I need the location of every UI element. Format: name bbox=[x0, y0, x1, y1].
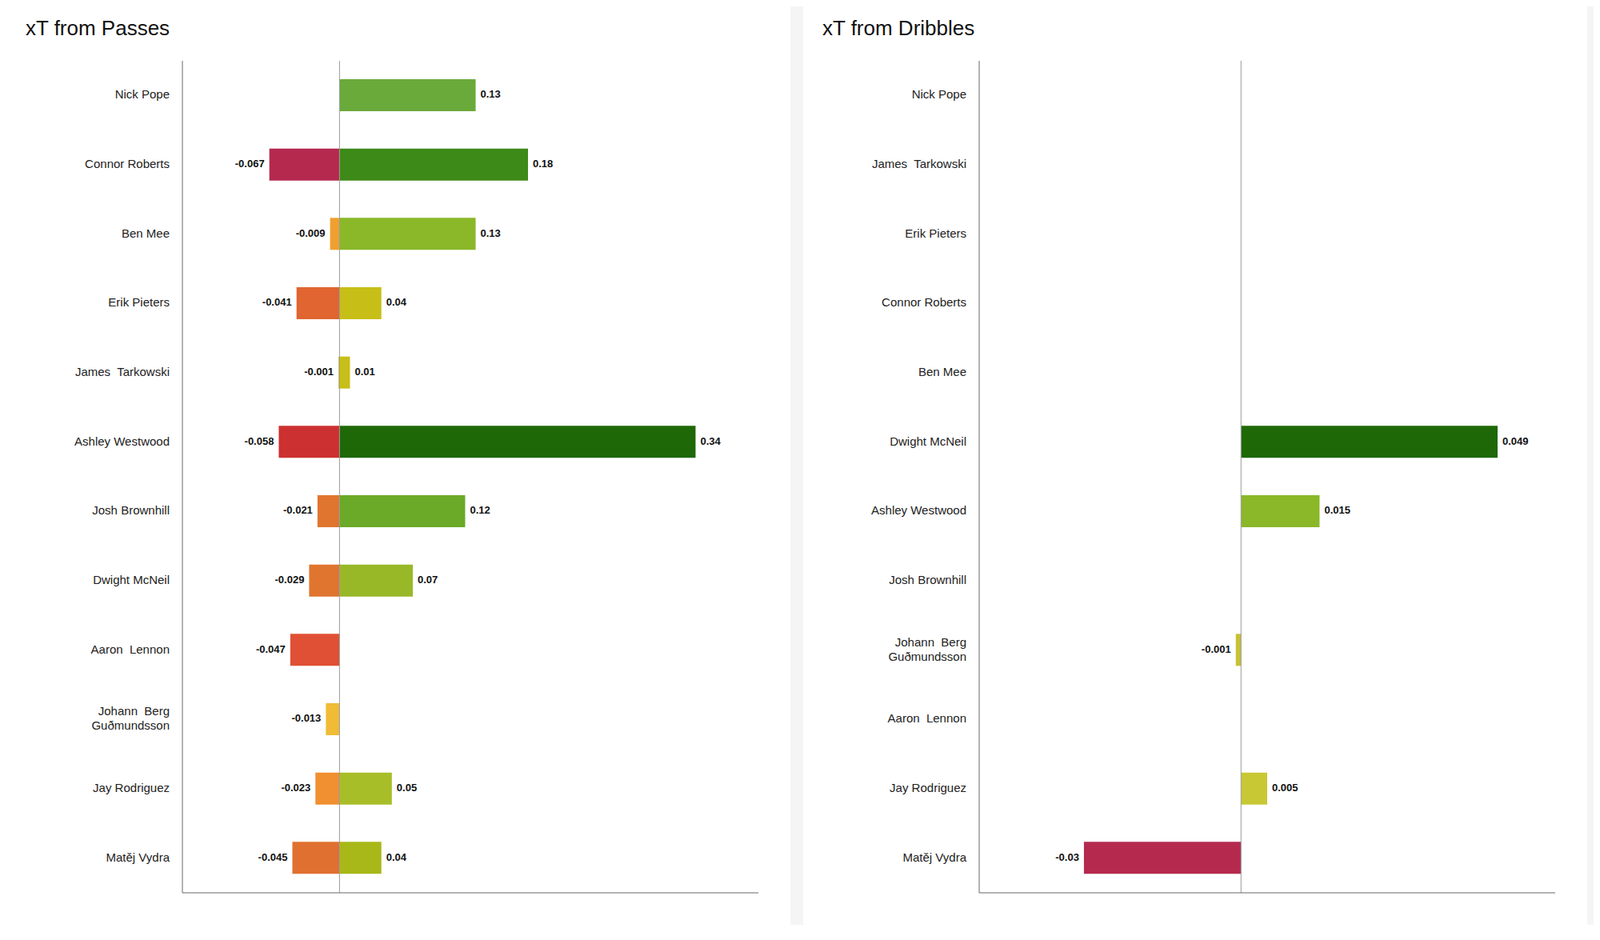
svg-text:Dwight McNeil: Dwight McNeil bbox=[889, 434, 967, 448]
svg-text:Dwight McNeil: Dwight McNeil bbox=[92, 572, 170, 587]
svg-text:Josh Brownhill: Josh Brownhill bbox=[888, 572, 967, 587]
svg-text:Jay Rodriguez: Jay Rodriguez bbox=[92, 780, 170, 795]
svg-text:-0.058: -0.058 bbox=[244, 435, 275, 448]
html-text:xT from Passes: xT from Passes bbox=[25, 16, 170, 40]
svg-text:Nick Pope: Nick Pope bbox=[912, 87, 967, 101]
svg-text:Jay Rodriguez: Jay Rodriguez bbox=[889, 780, 967, 795]
svg-text:Ben Mee: Ben Mee bbox=[918, 364, 967, 379]
svg-text:0.04: 0.04 bbox=[386, 296, 408, 308]
svg-text:Ashley Westwood: Ashley Westwood bbox=[871, 503, 967, 517]
svg-text:0.04: 0.04 bbox=[386, 851, 408, 864]
svg-text:Matěj Vydra: Matěj Vydra bbox=[903, 850, 968, 864]
svg-text:Aaron Lennon: Aaron Lennon bbox=[888, 711, 967, 725]
svg-text:0.13: 0.13 bbox=[480, 88, 501, 100]
svg-text:0.015: 0.015 bbox=[1324, 504, 1351, 516]
svg-text:-0.023: -0.023 bbox=[280, 781, 311, 794]
svg-text:Aaron Lennon: Aaron Lennon bbox=[91, 642, 170, 656]
svg-text:James Tarkowski: James Tarkowski bbox=[872, 156, 967, 171]
svg-text:0.05: 0.05 bbox=[396, 781, 417, 794]
svg-text:-0.067: -0.067 bbox=[235, 157, 265, 170]
svg-text:Connor Roberts: Connor Roberts bbox=[881, 295, 967, 309]
svg-text:Johann BergGuðmundsson: Johann BergGuðmundsson bbox=[91, 704, 170, 732]
svg-text:0.18: 0.18 bbox=[532, 157, 553, 170]
svg-text:0.13: 0.13 bbox=[480, 227, 501, 240]
svg-text:-0.021: -0.021 bbox=[283, 504, 313, 516]
svg-text:0.005: 0.005 bbox=[1272, 781, 1299, 794]
svg-text:Johann BergGuðmundsson: Johann BergGuðmundsson bbox=[888, 635, 967, 664]
svg-text:Ben Mee: Ben Mee bbox=[121, 226, 170, 240]
svg-text:-0.001: -0.001 bbox=[1201, 643, 1232, 656]
svg-text:0.12: 0.12 bbox=[469, 504, 490, 516]
svg-text:-0.009: -0.009 bbox=[296, 227, 326, 240]
svg-text:-0.013: -0.013 bbox=[291, 712, 321, 724]
svg-text:0.34: 0.34 bbox=[700, 435, 721, 448]
svg-text:Erik Pieters: Erik Pieters bbox=[904, 226, 967, 240]
svg-text:Josh Brownhill: Josh Brownhill bbox=[92, 503, 170, 517]
svg-text:Erik Pieters: Erik Pieters bbox=[108, 295, 170, 309]
svg-text:-0.03: -0.03 bbox=[1055, 851, 1080, 864]
svg-text:James Tarkowski: James Tarkowski bbox=[75, 364, 170, 379]
svg-text:Ashley Westwood: Ashley Westwood bbox=[74, 434, 170, 448]
svg-text:Matěj Vydra: Matěj Vydra bbox=[106, 850, 171, 864]
svg-text:Nick Pope: Nick Pope bbox=[115, 87, 170, 101]
html-text:xT from Dribbles: xT from Dribbles bbox=[822, 16, 975, 40]
svg-text:-0.045: -0.045 bbox=[258, 851, 288, 864]
svg-text:0.07: 0.07 bbox=[417, 573, 438, 586]
svg-text:0.01: 0.01 bbox=[354, 365, 375, 378]
svg-text:Connor Roberts: Connor Roberts bbox=[84, 156, 170, 171]
svg-text:0.049: 0.049 bbox=[1502, 435, 1529, 448]
svg-text:-0.001: -0.001 bbox=[304, 365, 334, 378]
svg-text:-0.041: -0.041 bbox=[262, 296, 292, 308]
svg-text:-0.047: -0.047 bbox=[256, 643, 286, 656]
svg-text:-0.029: -0.029 bbox=[275, 573, 305, 586]
